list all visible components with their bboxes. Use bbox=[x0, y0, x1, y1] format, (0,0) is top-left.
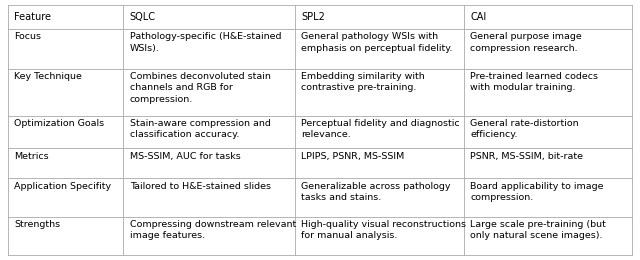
Text: Tailored to H&E-stained slides: Tailored to H&E-stained slides bbox=[130, 181, 271, 191]
Text: Strengths: Strengths bbox=[14, 220, 60, 229]
Text: Metrics: Metrics bbox=[14, 152, 49, 160]
Text: PSNR, MS-SSIM, bit-rate: PSNR, MS-SSIM, bit-rate bbox=[470, 152, 583, 160]
Text: Large scale pre-training (but
only natural scene images).: Large scale pre-training (but only natur… bbox=[470, 220, 606, 240]
Text: Stain-aware compression and
classification accuracy.: Stain-aware compression and classificati… bbox=[130, 119, 271, 139]
Text: Perceptual fidelity and diagnostic
relevance.: Perceptual fidelity and diagnostic relev… bbox=[301, 119, 460, 139]
Text: Combines deconvoluted stain
channels and RGB for
compression.: Combines deconvoluted stain channels and… bbox=[130, 72, 271, 104]
Text: Focus: Focus bbox=[14, 32, 41, 41]
Text: Key Technique: Key Technique bbox=[14, 72, 82, 81]
Text: CAI: CAI bbox=[470, 12, 486, 22]
Text: General pathology WSIs with
emphasis on perceptual fidelity.: General pathology WSIs with emphasis on … bbox=[301, 32, 453, 53]
Text: General purpose image
compression research.: General purpose image compression resear… bbox=[470, 32, 582, 53]
Text: SQLC: SQLC bbox=[130, 12, 156, 22]
Text: Pre-trained learned codecs
with modular training.: Pre-trained learned codecs with modular … bbox=[470, 72, 598, 92]
Text: Compressing downstream relevant
image features.: Compressing downstream relevant image fe… bbox=[130, 220, 296, 240]
Text: MS-SSIM, AUC for tasks: MS-SSIM, AUC for tasks bbox=[130, 152, 241, 160]
Text: LPIPS, PSNR, MS-SSIM: LPIPS, PSNR, MS-SSIM bbox=[301, 152, 404, 160]
Text: Pathology-specific (H&E-stained
WSIs).: Pathology-specific (H&E-stained WSIs). bbox=[130, 32, 281, 53]
Text: Feature: Feature bbox=[14, 12, 51, 22]
Text: Board applicability to image
compression.: Board applicability to image compression… bbox=[470, 181, 604, 202]
Text: Generalizable across pathology
tasks and stains.: Generalizable across pathology tasks and… bbox=[301, 181, 451, 202]
Text: Application Specifity: Application Specifity bbox=[14, 181, 111, 191]
Text: SPL2: SPL2 bbox=[301, 12, 325, 22]
Text: High-quality visual reconstructions
for manual analysis.: High-quality visual reconstructions for … bbox=[301, 220, 467, 240]
Text: General rate-distortion
efficiency.: General rate-distortion efficiency. bbox=[470, 119, 579, 139]
Text: Optimization Goals: Optimization Goals bbox=[14, 119, 104, 128]
Text: Embedding similarity with
contrastive pre-training.: Embedding similarity with contrastive pr… bbox=[301, 72, 425, 92]
